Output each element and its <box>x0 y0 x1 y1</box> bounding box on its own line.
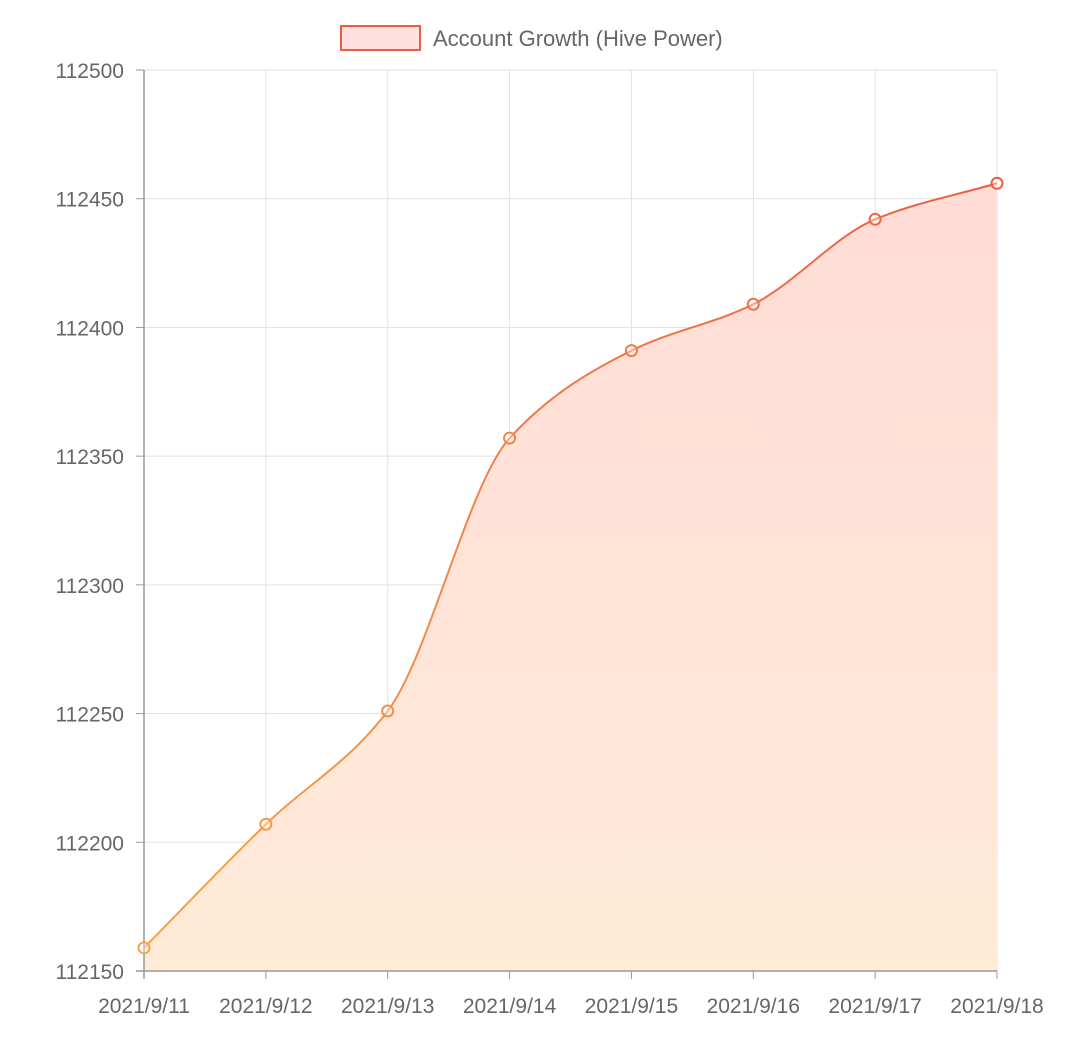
series-line <box>143 182 998 949</box>
data-point[interactable] <box>137 941 151 955</box>
y-tick-label: 112500 <box>55 60 124 83</box>
series-area-fill <box>144 183 997 972</box>
legend[interactable]: Account Growth (Hive Power) <box>340 25 723 51</box>
data-point[interactable] <box>381 704 395 718</box>
x-axis-tick-labels: 2021/9/11 2021/9/12 2021/9/13 2021/9/14 2021… <box>98 995 1044 1018</box>
x-tick-label: 2021/9/12 <box>219 995 312 1018</box>
data-point[interactable] <box>503 431 517 445</box>
axes <box>136 69 998 979</box>
x-tick-label: 2021/9/16 <box>707 995 800 1018</box>
data-point[interactable] <box>259 817 273 831</box>
data-point[interactable] <box>746 297 760 311</box>
data-point[interactable] <box>990 176 1004 190</box>
y-tick-label: 112300 <box>55 575 124 598</box>
y-tick-label: 112200 <box>55 832 124 855</box>
y-axis-tick-labels: 112150 112200 112250 112300 112350 112400 1124… <box>55 60 124 984</box>
x-tick-label: 2021/9/17 <box>828 995 921 1018</box>
legend-label[interactable]: Account Growth (Hive Power) <box>433 26 723 51</box>
legend-swatch[interactable] <box>340 25 421 51</box>
x-tick-label: 2021/9/18 <box>950 995 1043 1018</box>
y-tick-label: 112450 <box>55 189 124 212</box>
y-tick-label: 112400 <box>55 317 124 340</box>
x-tick-label: 2021/9/11 <box>98 995 190 1018</box>
x-tick-label: 2021/9/14 <box>463 995 557 1018</box>
x-tick-label: 2021/9/13 <box>341 995 434 1018</box>
y-tick-label: 112250 <box>55 704 124 727</box>
data-points <box>137 176 1004 955</box>
x-tick-label: 2021/9/15 <box>585 995 678 1018</box>
y-tick-label: 112150 <box>55 961 124 984</box>
y-tick-label: 112350 <box>55 446 124 469</box>
data-point[interactable] <box>868 212 882 226</box>
data-point[interactable] <box>624 344 638 358</box>
